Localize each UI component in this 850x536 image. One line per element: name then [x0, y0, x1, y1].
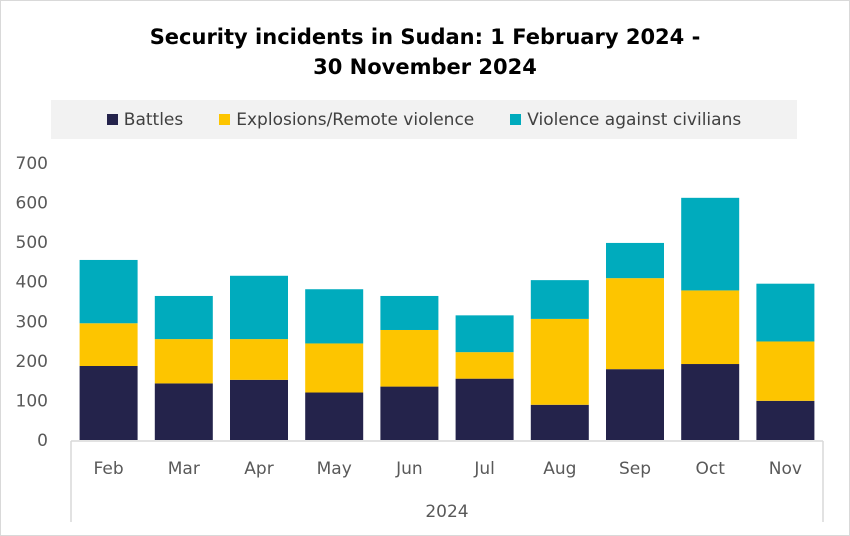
bar-segment	[154, 383, 213, 440]
chart-title: Security incidents in Sudan: 1 February …	[0, 22, 850, 82]
y-tick-label: 0	[37, 431, 48, 451]
bar-segment	[230, 339, 288, 380]
x-tick-label: Jun	[395, 459, 423, 479]
bar-segment	[305, 289, 364, 344]
x-tick-label: Apr	[244, 459, 273, 479]
bar-segment	[756, 283, 815, 342]
x-tick-label: Feb	[94, 459, 124, 479]
x-tick-label: Aug	[543, 459, 576, 479]
bar-segment	[380, 295, 439, 330]
bar-segment	[230, 275, 288, 340]
x-tick-label: May	[317, 459, 352, 479]
y-tick-label: 200	[16, 352, 48, 372]
bar-segment	[606, 369, 664, 440]
legend-item-battles: Battles	[106, 109, 184, 130]
bar-segment	[305, 392, 364, 440]
bar-segment	[455, 378, 514, 440]
legend-swatch	[510, 114, 522, 125]
bar-segment	[305, 343, 364, 393]
y-tick-label: 500	[16, 233, 48, 253]
y-tick-label: 100	[16, 391, 48, 411]
bar-segment	[756, 400, 815, 440]
bar-segment	[606, 278, 664, 370]
title-line-2: 30 November 2024	[313, 55, 537, 79]
bar-segment	[380, 329, 439, 387]
bar-segment	[230, 379, 288, 440]
legend-label: Battles	[123, 109, 184, 130]
y-tick-label: 400	[16, 273, 48, 293]
x-tick-label: Jul	[473, 459, 495, 479]
legend-item-explosions: Explosions/Remote violence	[219, 110, 474, 130]
bar-segment	[79, 366, 138, 440]
x-group-label: 2024	[425, 502, 468, 522]
legend-swatch	[106, 114, 118, 125]
bar-segment	[530, 404, 589, 440]
bar-segment	[530, 280, 589, 319]
legend-label: Violence against civilians	[527, 109, 742, 130]
legend-label: Explosions/Remote violence	[236, 109, 475, 130]
bar-segment	[154, 295, 213, 340]
x-tick-label: Sep	[619, 459, 651, 479]
bar-segment	[681, 197, 740, 291]
y-tick-label: 300	[16, 312, 48, 332]
y-tick-label: 700	[16, 154, 48, 174]
y-tick-label: 600	[16, 194, 48, 214]
bar-segment	[455, 315, 514, 353]
bar-segment	[79, 323, 138, 367]
x-tick-label: Oct	[695, 459, 725, 479]
legend: Battles Explosions/Remote violence Viole…	[51, 100, 797, 139]
bar-segment	[681, 290, 740, 365]
bar-segment	[455, 352, 514, 379]
bar-segment	[154, 339, 213, 384]
bar-segment	[681, 364, 740, 440]
x-tick-label: Mar	[168, 459, 200, 479]
bar-segment	[756, 341, 815, 401]
legend-item-vac: Violence against civilians	[510, 110, 741, 130]
x-tick-label: Nov	[769, 459, 802, 479]
legend-swatch	[219, 114, 231, 125]
bar-segment	[380, 386, 439, 440]
bar-segment	[530, 318, 589, 405]
bar-segment	[606, 242, 664, 279]
bar-segment	[79, 259, 138, 324]
title-line-1: Security incidents in Sudan: 1 February …	[149, 25, 701, 49]
